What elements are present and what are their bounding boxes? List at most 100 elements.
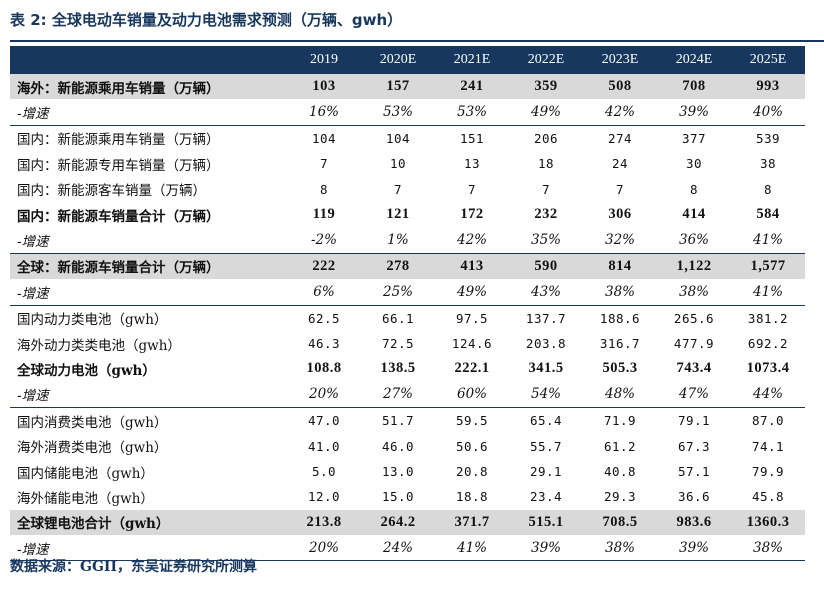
value-cell: 39% (509, 535, 583, 562)
value-cell: 32% (604, 232, 635, 249)
value-cell: 274 (583, 124, 657, 152)
value-cell: 814 (583, 252, 657, 280)
value-cell: 13.0 (381, 464, 415, 480)
value-cell: 7 (393, 181, 403, 197)
value-cell: 29.1 (529, 464, 563, 480)
value-cell: 1,122 (657, 252, 731, 280)
row-label: 海外动力类类电池（gwh） (17, 337, 181, 354)
value-cell: 341.5 (528, 360, 564, 377)
value-cell: 38% (678, 283, 709, 300)
row-label: -增速 (10, 535, 287, 562)
header-cell-2019: 2019 (287, 46, 361, 74)
value-cell: 41% (435, 535, 509, 562)
value-cell: 15.0 (381, 489, 415, 505)
value-cell: 222 (287, 252, 361, 280)
value-cell: 121 (386, 206, 410, 223)
value-cell: 57.1 (677, 464, 711, 480)
value-cell: 316.7 (599, 336, 641, 352)
value-cell: 241 (435, 73, 509, 100)
value-cell: 172 (460, 206, 484, 223)
value-cell: 20% (308, 386, 339, 403)
table-row: -增速 6% 25% 49% 43% 38% 38% 41% (10, 279, 805, 305)
table-row: 国内：新能源乘用车销量（万辆） 104 104 151 206 274 377 539 (10, 124, 805, 152)
value-cell: 41% (752, 232, 783, 249)
value-cell: 72.5 (381, 336, 415, 352)
value-cell: 65.4 (509, 407, 583, 434)
value-cell: 10 (389, 156, 407, 172)
value-cell: 7 (541, 181, 551, 197)
table-row: 国内：新能源客车销量（万辆） 8 7 7 7 7 8 8 (10, 177, 805, 202)
value-cell: 743.4 (676, 360, 712, 377)
value-cell: 42% (604, 104, 635, 121)
value-cell: 413 (435, 252, 509, 280)
table-title: 表 2: 全球电动车销量及动力电池需求预测（万辆、gwh） (10, 11, 403, 29)
value-cell: 16% (308, 104, 339, 121)
value-cell: 40% (752, 104, 783, 121)
row-label: 全球动力电池（gwh） (17, 362, 156, 379)
table-row: 海外储能电池（gwh） 12.0 15.0 18.8 23.4 29.3 36.6 45.8 (10, 484, 805, 509)
table-row: 海外：新能源乘用车销量（万辆） 103 157 241 359 508 708 993 (10, 73, 805, 100)
value-cell: 119 (312, 206, 336, 223)
value-cell: 18 (537, 156, 555, 172)
value-cell: 20% (287, 535, 361, 562)
value-cell: 97.5 (435, 304, 509, 331)
row-label: 海外消费类电池（gwh） (17, 440, 168, 457)
value-cell: 38 (759, 156, 777, 172)
value-cell: 20.8 (455, 464, 489, 480)
value-cell: 6% (313, 283, 335, 300)
table-row: 国内消费类电池（gwh） 47.0 51.7 59.5 65.4 71.9 79.1 87.0 (10, 407, 805, 434)
value-cell: 103 (287, 73, 361, 100)
table-row: -增速 16% 53% 53% 49% 42% 39% 40% (10, 99, 805, 125)
value-cell: 381.2 (731, 304, 805, 331)
row-label: 国内储能电池（gwh） (17, 465, 154, 482)
value-cell: 993 (731, 73, 805, 100)
value-cell: 7 (467, 181, 477, 197)
row-label: 国内消费类电池（gwh） (10, 407, 287, 434)
header-cell-2025e: 2025E (731, 46, 805, 74)
value-cell: 104 (287, 124, 361, 152)
value-cell: 49% (530, 104, 561, 121)
value-cell: 213.8 (287, 509, 361, 536)
value-cell: 46.0 (381, 438, 415, 454)
value-cell: 371.7 (435, 509, 509, 536)
value-cell: 61.2 (603, 438, 637, 454)
value-cell: 27% (382, 386, 413, 403)
value-cell: 138.5 (380, 360, 416, 377)
row-label: 海外：新能源乘用车销量（万辆） (10, 73, 287, 100)
header-row: 2019 2020E 2021E 2022E 2023E 2024E 2025E (10, 46, 805, 74)
table-row: -增速 -2% 1% 42% 35% 32% 36% 41% (10, 227, 805, 253)
value-cell: 79.1 (657, 407, 731, 434)
table-row: -增速 20% 27% 60% 54% 48% 47% 44% (10, 382, 805, 408)
value-cell: 36.6 (677, 489, 711, 505)
value-cell: 71.9 (583, 407, 657, 434)
value-cell: 12.0 (307, 489, 341, 505)
row-label: 全球：新能源车销量合计（万辆） (10, 252, 287, 280)
value-cell: 306 (608, 206, 632, 223)
value-cell: 539 (731, 124, 805, 152)
table-row: 国内：新能源专用车销量（万辆） 7 10 13 18 24 30 38 (10, 151, 805, 176)
row-label: -增速 (17, 234, 49, 251)
table-header: 2019 2020E 2021E 2022E 2023E 2024E 2025E (10, 46, 805, 74)
row-label: 国内：新能源客车销量（万辆） (17, 183, 206, 200)
value-cell: 24 (611, 156, 629, 172)
value-cell: 222.1 (454, 360, 490, 377)
value-cell: 38% (583, 535, 657, 562)
value-cell: 48% (604, 386, 635, 403)
row-label: -增速 (17, 388, 49, 405)
value-cell: 5.0 (311, 464, 337, 480)
row-label: -增速 (17, 106, 49, 123)
value-cell: 40.8 (603, 464, 637, 480)
header-cell-label (10, 46, 287, 74)
value-cell: 137.7 (509, 304, 583, 331)
row-label: 国内动力类电池（gwh） (10, 304, 287, 331)
header-cell-2024e: 2024E (657, 46, 731, 74)
value-cell: 38% (604, 283, 635, 300)
table-row: 全球：新能源车销量合计（万辆） 222 278 413 590 814 1,122 1,577 (10, 252, 805, 280)
value-cell: 505.3 (602, 360, 638, 377)
value-cell: 43% (530, 283, 561, 300)
table-row: 国内储能电池（gwh） 5.0 13.0 20.8 29.1 40.8 57.1 79.9 (10, 459, 805, 484)
value-cell: 24% (361, 535, 435, 562)
value-cell: 8 (319, 181, 329, 197)
value-cell: 124.6 (451, 336, 493, 352)
value-cell: 13 (463, 156, 481, 172)
